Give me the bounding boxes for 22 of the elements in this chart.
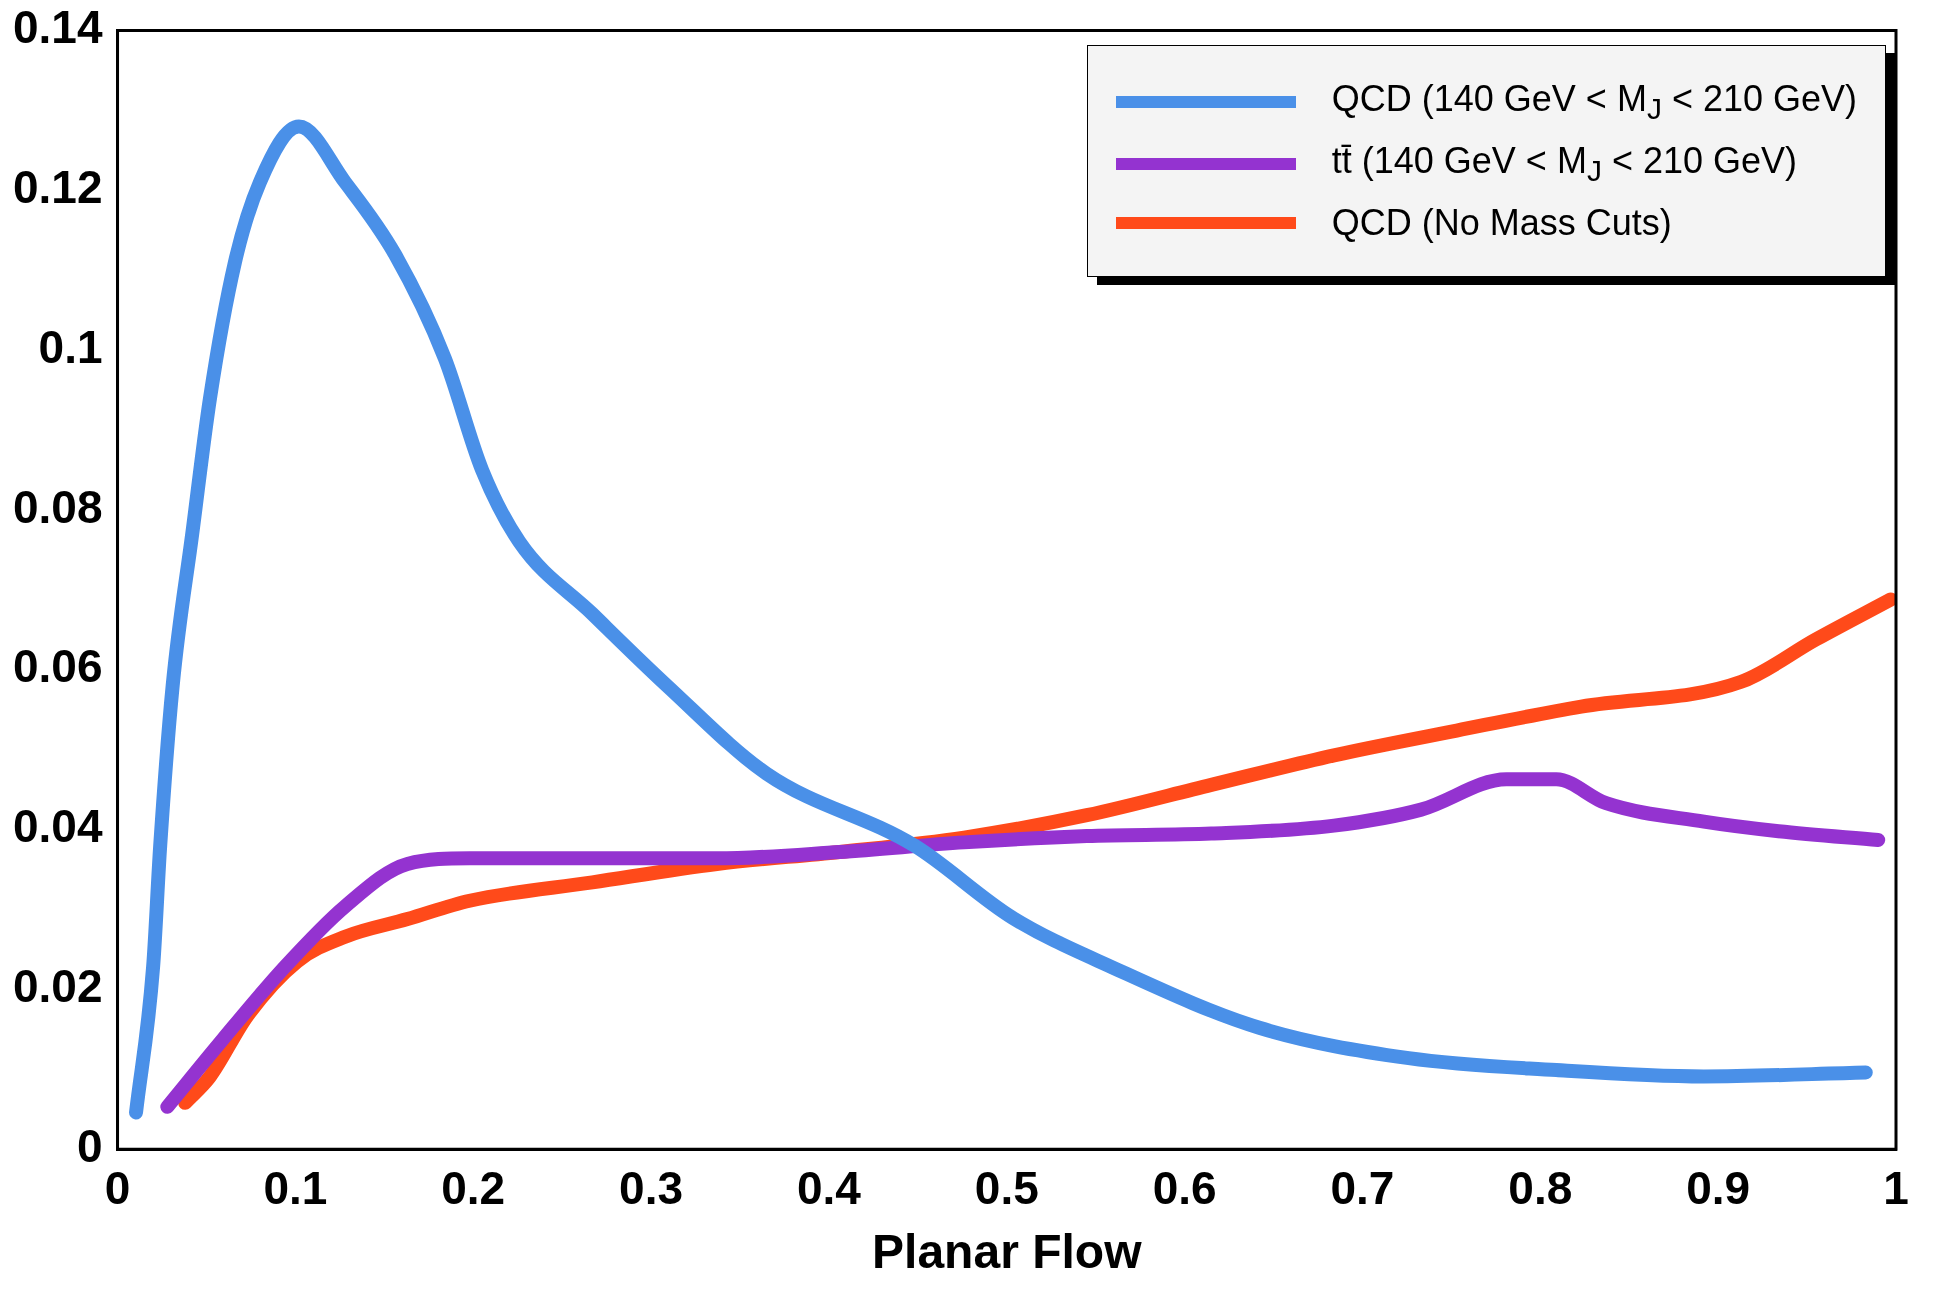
x-tick-label: 0.9 xyxy=(1686,1162,1751,1215)
x-tick-label: 0.1 xyxy=(263,1162,328,1215)
y-tick-label: 0.12 xyxy=(13,161,103,214)
x-tick-label: 1 xyxy=(1883,1162,1909,1215)
legend-label: QCD (No Mass Cuts) xyxy=(1331,202,1672,245)
x-tick-label: 0.7 xyxy=(1330,1162,1395,1215)
x-tick-label: 0.5 xyxy=(974,1162,1039,1215)
y-tick-label: 0.04 xyxy=(13,800,103,853)
x-tick-label: 0.4 xyxy=(796,1162,862,1215)
x-tick-label: 0.8 xyxy=(1508,1162,1573,1215)
y-tick-label: 0.02 xyxy=(13,960,103,1013)
y-tick-label: 0.1 xyxy=(38,320,103,373)
y-tick-label: 0 xyxy=(76,1119,103,1172)
x-tick-label: 0.2 xyxy=(441,1162,506,1215)
y-tick-label: 0.14 xyxy=(13,1,103,54)
legend-label: QCD (140 GeV < M$_{J}$ < 210 GeV) xyxy=(1331,78,1857,127)
y-tick-label: 0.08 xyxy=(13,480,103,533)
x-tick-label: 0.6 xyxy=(1152,1162,1217,1215)
y-tick-label: 0.06 xyxy=(13,640,103,693)
x-tick-label: 0.3 xyxy=(619,1162,684,1215)
legend-label: tt̄ (140 GeV < M$_{J}$ < 210 GeV) xyxy=(1331,140,1798,189)
x-axis-title: Planar Flow xyxy=(872,1225,1143,1279)
